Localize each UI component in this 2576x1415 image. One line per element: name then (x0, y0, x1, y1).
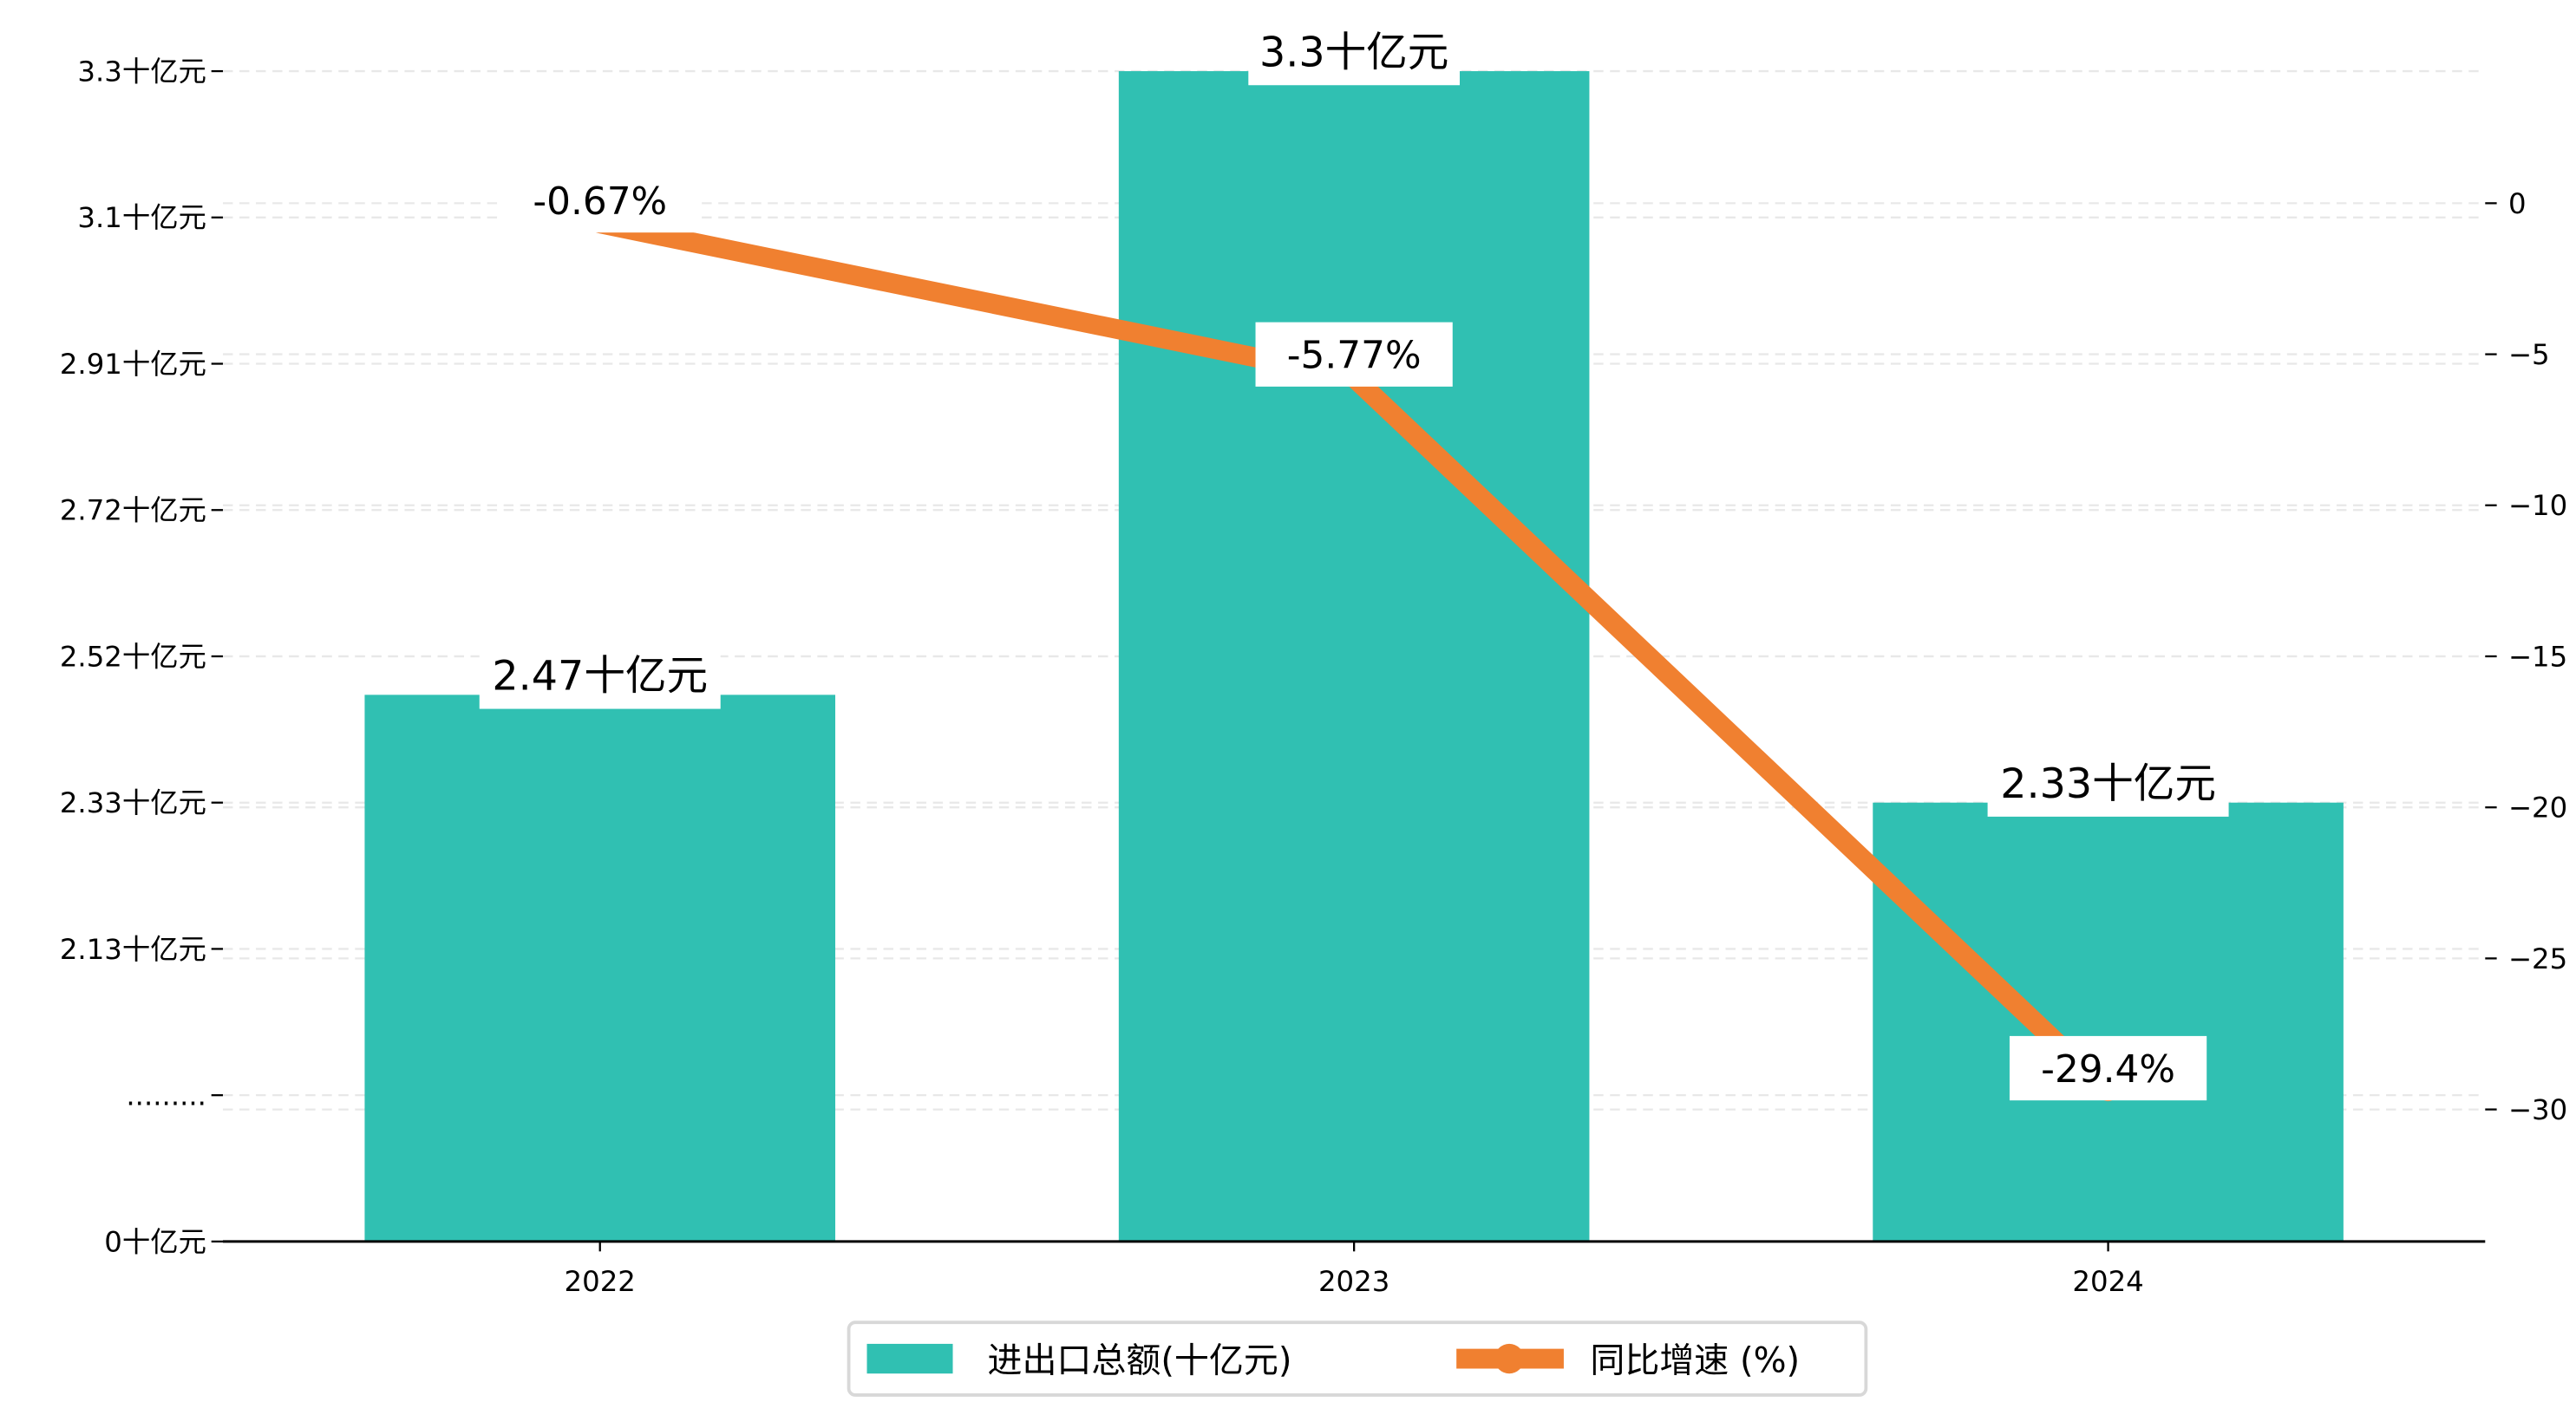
left-tick-label: 3.1十亿元 (77, 201, 206, 234)
right-tick-label: −5 (2508, 338, 2550, 371)
bar-value-label-box (479, 641, 721, 709)
right-tick-label: −10 (2508, 489, 2567, 522)
right-tick-label: −25 (2508, 942, 2567, 975)
data-labels: 2.47十亿元 3.3十亿元 2.33十亿元 -0.67% -5.77% -29.4% (479, 17, 2229, 1101)
growth-value-label: -5.77% (1255, 322, 1453, 387)
growth-value-label: -29.4% (2009, 1035, 2207, 1101)
right-tick-label: −15 (2508, 640, 2567, 673)
legend-line-marker (1494, 1343, 1525, 1374)
legend-bar-swatch (866, 1343, 953, 1374)
bar-2022 (364, 694, 836, 1242)
left-tick-label: 2.52十亿元 (60, 640, 206, 673)
bar-value-label-text: 2.47十亿元 (492, 653, 708, 701)
left-tick-label: 2.33十亿元 (60, 786, 206, 819)
growth-value-label-text: -29.4% (2041, 1047, 2175, 1092)
right-tick-label: 0 (2508, 187, 2527, 220)
growth-value-label-text: -0.67% (533, 179, 667, 224)
bar-value-label: 2.47十亿元 (479, 641, 721, 709)
left-tick-label: 2.13十亿元 (60, 933, 206, 966)
growth-value-label: -0.67% (501, 167, 699, 233)
left-tick-label: 2.72十亿元 (60, 494, 206, 527)
bar-value-label: 3.3十亿元 (1248, 17, 1460, 86)
x-tick-label: 2023 (1318, 1265, 1389, 1298)
growth-value-label-box (1255, 322, 1453, 387)
bar-value-label-box (1248, 17, 1460, 86)
x-tick-label: 2024 (2072, 1265, 2143, 1298)
left-tick-label: 2.91十亿元 (60, 348, 206, 381)
growth-value-label-text: -5.77% (1287, 334, 1422, 378)
x-tick-label: 2022 (565, 1265, 636, 1298)
bar-value-label-text: 2.33十亿元 (2000, 760, 2216, 808)
bar-2023 (1118, 71, 1590, 1242)
bars (364, 71, 2344, 1242)
axes: 0十亿元......... 2.13十亿元 2.33十亿元 2.52十亿元 2.72十亿… (60, 55, 2567, 1298)
legend-label-line: 同比增速 (%) (1590, 1340, 1800, 1380)
legend: 进出口总额(十亿元) 同比增速 (%) (847, 1320, 1868, 1397)
bar-2024 (1873, 802, 2344, 1242)
bar-value-label-text: 3.3十亿元 (1259, 29, 1448, 76)
bar-value-label-box (1987, 748, 2229, 817)
legend-frame (847, 1320, 1868, 1397)
growth-value-label-box (501, 167, 699, 233)
legend-label-bars: 进出口总额(十亿元) (988, 1340, 1292, 1380)
bar-value-label: 2.33十亿元 (1987, 748, 2229, 817)
left-tick-label: 0十亿元 (104, 1225, 206, 1258)
left-tick-label: 3.3十亿元 (77, 55, 206, 88)
right-tick-label: −20 (2508, 792, 2567, 825)
left-tick-label: ......... (126, 1079, 206, 1112)
growth-value-label-box (2009, 1035, 2207, 1101)
right-tick-label: −30 (2508, 1093, 2567, 1126)
